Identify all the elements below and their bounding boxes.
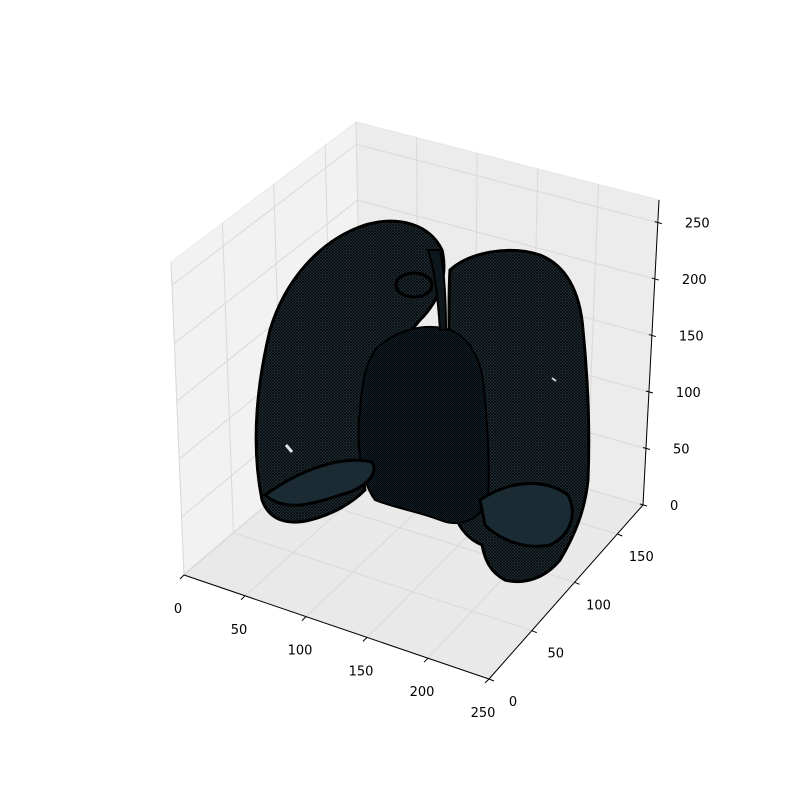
z-tick (645, 390, 654, 394)
x-tick-label: 200 (410, 685, 435, 700)
trachea-ring (394, 271, 434, 299)
y-tick (531, 630, 537, 634)
y-tick-label: 0 (509, 695, 517, 710)
y-tick (574, 581, 580, 585)
trachea-surface (426, 249, 448, 331)
x-tick (179, 574, 185, 580)
x-tick (301, 616, 307, 621)
grid-line-z (357, 199, 655, 280)
x-tick (423, 657, 429, 663)
x-tick-label: 0 (174, 602, 182, 617)
lower-rim-left (262, 458, 376, 507)
z-axis-line (642, 199, 660, 506)
z-tick-label: 200 (682, 273, 707, 288)
z-tick-label: 150 (679, 330, 704, 345)
specular-highlight-right (551, 377, 557, 382)
y-tick (488, 678, 495, 682)
y-tick-label: 100 (586, 598, 611, 613)
x-tick (240, 595, 246, 601)
lower-rim-right (478, 482, 574, 548)
z-tick-label: 50 (673, 443, 690, 458)
specular-highlight-left (284, 444, 294, 453)
x-tick-label: 150 (349, 664, 374, 679)
grid-line-z-left (174, 199, 358, 344)
grid-line-y-wall (170, 261, 185, 576)
x-tick (484, 678, 490, 684)
z-tick (651, 277, 659, 281)
z-tick-label: 100 (676, 386, 701, 401)
axis-tick-labels: 0 50 100 150 200 250 0 50 100 150 0 50 100 150 200 250 (174, 217, 710, 721)
y-tick-label: 50 (548, 647, 565, 662)
y-tick-label: 150 (629, 550, 654, 565)
x-tick-label: 250 (471, 706, 496, 721)
heart-surface (357, 326, 490, 525)
grid-line-y-wall (221, 223, 234, 534)
lung-surface-mesh (254, 219, 591, 584)
z-tick-label: 250 (685, 217, 710, 232)
grid-line-y (233, 532, 532, 632)
z-tick-label: 0 (670, 499, 678, 514)
x-tick (362, 637, 368, 642)
x-axis-line (183, 574, 490, 680)
z-tick (642, 447, 651, 450)
z-tick (654, 221, 662, 225)
left-lung-surface (254, 219, 446, 524)
x-tick-label: 50 (231, 623, 248, 638)
y-tick (617, 533, 623, 537)
grid-line-z (356, 143, 658, 224)
z-tick (639, 503, 648, 507)
z-tick (648, 334, 657, 338)
grid-line-z-left (171, 143, 357, 286)
x-tick-label: 100 (288, 644, 313, 659)
axis-ticks (179, 221, 662, 684)
